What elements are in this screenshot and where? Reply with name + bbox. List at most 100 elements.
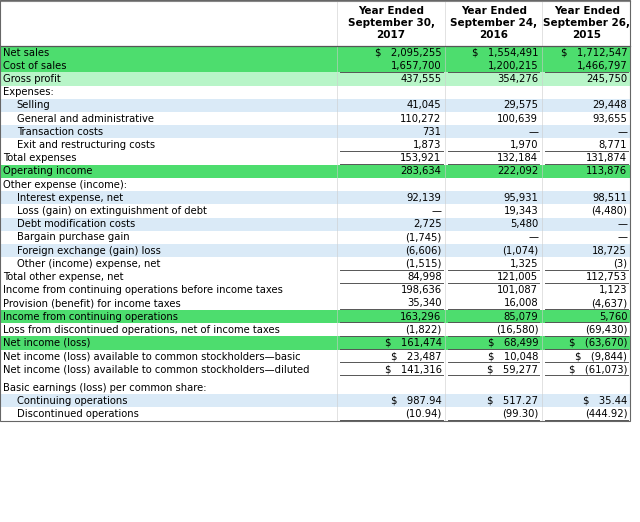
Text: (4,480): (4,480) (591, 206, 627, 216)
Text: Debt modification costs: Debt modification costs (17, 219, 135, 229)
Text: Selling: Selling (17, 100, 51, 110)
Text: 16,008: 16,008 (504, 299, 538, 309)
Text: Year Ended
September 26,
2015: Year Ended September 26, 2015 (543, 6, 630, 40)
Text: Year Ended
September 30,
2017: Year Ended September 30, 2017 (348, 6, 435, 40)
Text: (444.92): (444.92) (585, 409, 627, 419)
Text: 112,753: 112,753 (586, 272, 627, 282)
Bar (0, 376, 630, 381)
Text: 41,045: 41,045 (407, 100, 442, 110)
Text: 132,184: 132,184 (497, 153, 538, 163)
Text: (6,606): (6,606) (405, 245, 442, 256)
Text: $   23,487: $ 23,487 (391, 351, 442, 361)
Bar (0, 363, 630, 376)
Bar (0, 191, 630, 205)
Text: (16,580): (16,580) (496, 325, 538, 335)
Text: 1,466,797: 1,466,797 (577, 61, 627, 71)
Text: —: — (617, 219, 627, 229)
Text: 8,771: 8,771 (598, 140, 627, 150)
Text: (69,430): (69,430) (585, 325, 627, 335)
Text: 95,931: 95,931 (504, 193, 538, 203)
Text: Foreign exchange (gain) loss: Foreign exchange (gain) loss (17, 245, 161, 256)
Text: Discontinued operations: Discontinued operations (17, 409, 139, 419)
Text: 153,921: 153,921 (400, 153, 442, 163)
Text: $   (61,073): $ (61,073) (569, 364, 627, 374)
Text: Provision (benefit) for income taxes: Provision (benefit) for income taxes (3, 299, 180, 309)
Text: (10.94): (10.94) (405, 409, 442, 419)
Text: Other (income) expense, net: Other (income) expense, net (17, 259, 160, 269)
Text: Operating income: Operating income (3, 167, 92, 176)
Bar (0, 138, 630, 151)
Text: $   59,277: $ 59,277 (488, 364, 538, 374)
Text: $   1,554,491: $ 1,554,491 (472, 48, 538, 57)
Text: 2,725: 2,725 (413, 219, 442, 229)
Bar (0, 283, 630, 297)
Text: $   (9,844): $ (9,844) (575, 351, 627, 361)
Bar (0, 257, 630, 270)
Text: 100,639: 100,639 (497, 114, 538, 124)
Text: 1,970: 1,970 (510, 140, 538, 150)
Text: (1,074): (1,074) (502, 245, 538, 256)
Text: (3): (3) (613, 259, 627, 269)
Text: $   517.27: $ 517.27 (487, 396, 538, 406)
Text: (1,822): (1,822) (405, 325, 442, 335)
Text: 283,634: 283,634 (401, 167, 442, 176)
Text: 110,272: 110,272 (400, 114, 442, 124)
Bar (0, 99, 630, 112)
Text: Net income (loss) available to common stockholders—basic: Net income (loss) available to common st… (3, 351, 301, 361)
Text: 1,873: 1,873 (413, 140, 442, 150)
Bar (0, 178, 630, 191)
Bar (0, 86, 630, 99)
Text: $   987.94: $ 987.94 (391, 396, 442, 406)
Bar (0, 394, 630, 407)
Bar (0, 112, 630, 125)
Text: $   2,095,255: $ 2,095,255 (375, 48, 442, 57)
Text: 85,079: 85,079 (504, 312, 538, 322)
Text: —: — (528, 127, 538, 137)
Text: Interest expense, net: Interest expense, net (17, 193, 123, 203)
Text: 84,998: 84,998 (407, 272, 442, 282)
Text: Gross profit: Gross profit (3, 74, 61, 84)
Text: —: — (617, 232, 627, 242)
Text: 245,750: 245,750 (586, 74, 627, 84)
Text: General and administrative: General and administrative (17, 114, 154, 124)
Bar (0, 381, 630, 394)
Text: 93,655: 93,655 (593, 114, 627, 124)
Text: 437,555: 437,555 (401, 74, 442, 84)
Bar (0, 165, 630, 178)
Text: Total expenses: Total expenses (3, 153, 76, 163)
Text: Other expense (income):: Other expense (income): (3, 180, 127, 189)
Text: $   35.44: $ 35.44 (583, 396, 627, 406)
Text: 198,636: 198,636 (401, 285, 442, 295)
Text: 101,087: 101,087 (497, 285, 538, 295)
Text: Transaction costs: Transaction costs (17, 127, 103, 137)
Text: Basic earnings (loss) per common share:: Basic earnings (loss) per common share: (3, 383, 207, 393)
Text: 19,343: 19,343 (504, 206, 538, 216)
Text: 1,123: 1,123 (598, 285, 627, 295)
Bar (0, 0, 630, 46)
Bar (0, 151, 630, 165)
Text: 1,657,700: 1,657,700 (391, 61, 442, 71)
Text: Net income (loss) available to common stockholders—diluted: Net income (loss) available to common st… (3, 364, 310, 374)
Text: (99.30): (99.30) (502, 409, 538, 419)
Bar (0, 73, 630, 86)
Bar (0, 59, 630, 73)
Text: Income from continuing operations before income taxes: Income from continuing operations before… (3, 285, 283, 295)
Text: 222,092: 222,092 (497, 167, 538, 176)
Bar (0, 205, 630, 218)
Bar (0, 125, 630, 138)
Text: 5,480: 5,480 (510, 219, 538, 229)
Text: Continuing operations: Continuing operations (17, 396, 127, 406)
Bar (0, 297, 630, 310)
Bar (0, 350, 630, 363)
Text: 18,725: 18,725 (593, 245, 627, 256)
Bar (0, 46, 630, 59)
Text: 35,340: 35,340 (407, 299, 442, 309)
Text: 5,760: 5,760 (598, 312, 627, 322)
Text: Loss from discontinued operations, net of income taxes: Loss from discontinued operations, net o… (3, 325, 280, 335)
Text: $   1,712,547: $ 1,712,547 (561, 48, 627, 57)
Bar (0, 407, 630, 421)
Text: 131,874: 131,874 (586, 153, 627, 163)
Text: Expenses:: Expenses: (3, 87, 54, 97)
Text: 1,325: 1,325 (510, 259, 538, 269)
Text: Income from continuing operations: Income from continuing operations (3, 312, 178, 322)
